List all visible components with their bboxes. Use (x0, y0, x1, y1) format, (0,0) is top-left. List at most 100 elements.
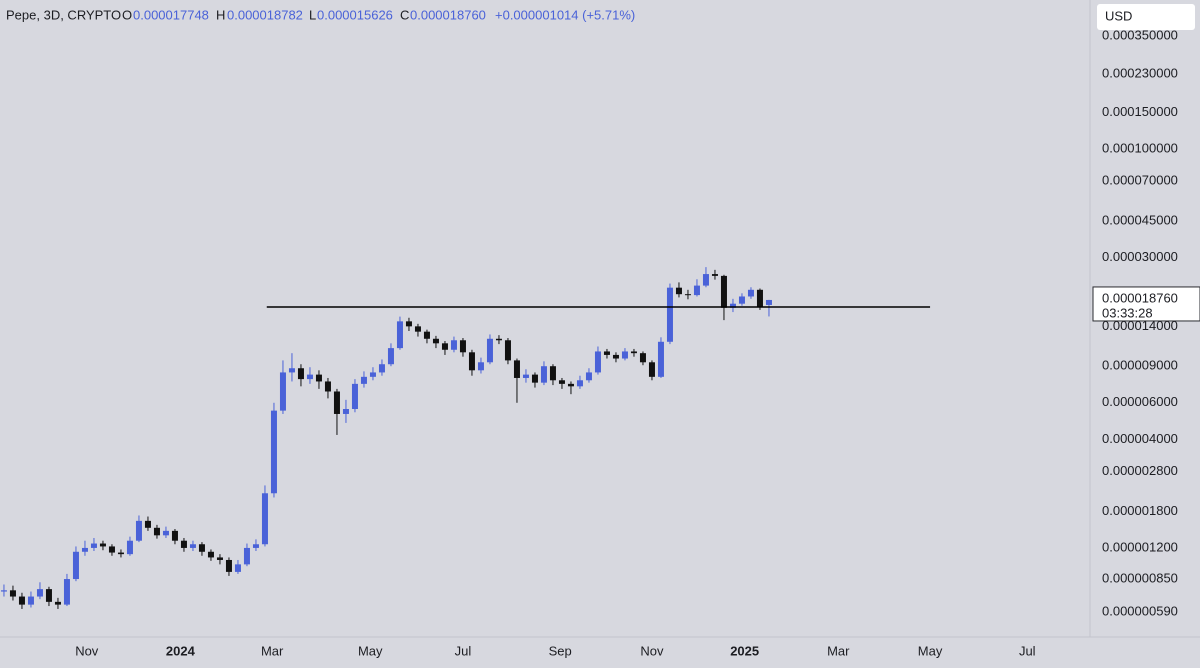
y-tick-label: 0.000014000 (1102, 318, 1178, 333)
candle-body (648, 362, 655, 377)
candle-body (351, 383, 358, 409)
candle-body (18, 596, 25, 605)
candle-body (324, 381, 331, 392)
candle-body (576, 380, 583, 387)
candle-body (306, 374, 313, 380)
candle-body (270, 410, 277, 494)
candle-body (567, 383, 574, 387)
candle-body (513, 360, 520, 378)
candle-body (369, 372, 376, 377)
y-tick-label: 0.000001200 (1102, 539, 1178, 554)
candle-body (594, 351, 601, 373)
y-tick-label: 0.000004000 (1102, 431, 1178, 446)
candle-body (225, 559, 232, 572)
candle-body (108, 546, 115, 553)
candle-body (432, 338, 439, 344)
candle-body (495, 338, 502, 341)
x-tick-label: 2024 (166, 643, 196, 658)
candle-body (396, 321, 403, 349)
candle-body (234, 564, 241, 572)
candle-body (441, 343, 448, 350)
candle-body (378, 364, 385, 373)
candle-body (450, 340, 457, 350)
x-tick-label: Jul (455, 643, 472, 658)
x-tick-label: 2025 (730, 643, 759, 658)
candle-body (9, 590, 16, 597)
candle-body (666, 287, 673, 342)
candle-body (297, 368, 304, 380)
candle-body (27, 596, 34, 605)
candle-body (405, 321, 412, 327)
candle-body (531, 374, 538, 383)
symbol: Pepe, 3D, CRYPTO (6, 7, 121, 22)
candle-body (54, 601, 61, 605)
candle-body (684, 294, 691, 296)
candle-body (414, 326, 421, 332)
candle-body (198, 544, 205, 552)
currency[interactable]: USD (1105, 8, 1132, 23)
y-tick-label: 0.000150000 (1102, 104, 1178, 119)
ohlc-value: 0.000018782 (227, 7, 303, 22)
candle-body (180, 540, 187, 548)
candle-body (504, 340, 511, 361)
ohlc-label: L (309, 7, 316, 22)
candle-body (162, 530, 169, 536)
candle-body (279, 372, 286, 411)
candle-body (540, 366, 547, 383)
y-tick-label: 0.000230000 (1102, 65, 1178, 80)
change: +0.000001014 (+5.71%) (495, 7, 635, 22)
candle-body (315, 374, 322, 382)
y-tick-label: 0.000045000 (1102, 212, 1178, 227)
candle-body (360, 376, 367, 384)
x-tick-label: May (358, 643, 383, 658)
candle-body (702, 274, 709, 286)
y-tick-label: 0.000001800 (1102, 503, 1178, 518)
candle-body (207, 551, 214, 558)
candle-body (252, 544, 259, 548)
candle-body (342, 408, 349, 414)
candle-body (720, 275, 727, 308)
candle-body (585, 372, 592, 381)
ohlc-label: C (400, 7, 409, 22)
candle-body (90, 543, 97, 548)
candle-body (558, 380, 565, 384)
x-tick-label: Nov (640, 643, 664, 658)
candle-body (729, 303, 736, 308)
candle-body (0, 590, 7, 592)
y-tick-label: 0.000009000 (1102, 358, 1178, 373)
candle-body (45, 589, 52, 602)
candle-body (603, 351, 610, 355)
candle-body (216, 557, 223, 560)
y-tick-label: 0.000100000 (1102, 140, 1178, 155)
candle-body (747, 289, 754, 297)
price-marker (1092, 286, 1200, 322)
y-tick-label: 0.000006000 (1102, 394, 1178, 409)
candle-body (621, 351, 628, 359)
candle-body (468, 352, 475, 371)
ohlc-value: 0.000017748 (133, 7, 209, 22)
y-tick-label: 0.000000850 (1102, 570, 1178, 585)
price-label: 0.000018760 (1102, 290, 1178, 305)
y-tick-label: 0.000070000 (1102, 173, 1178, 188)
x-tick-label: May (918, 643, 943, 658)
y-tick-label: 0.000030000 (1102, 249, 1178, 264)
x-tick-label: Mar (261, 643, 284, 658)
candle-body (99, 543, 106, 547)
y-tick-label: 0.000002800 (1102, 463, 1178, 478)
candle-body (459, 340, 466, 353)
candle-body (243, 547, 250, 565)
candle-body (117, 552, 124, 555)
y-tick-label: 0.000000590 (1102, 603, 1178, 618)
x-tick-label: Mar (827, 643, 850, 658)
ohlc-label: O (122, 7, 132, 22)
candle-body (387, 348, 394, 365)
candle-body (756, 289, 763, 307)
candle-body (765, 299, 772, 305)
candle-body (72, 551, 79, 580)
candle-body (135, 520, 142, 541)
candle-body (189, 544, 196, 548)
currency-button[interactable] (1097, 4, 1195, 30)
